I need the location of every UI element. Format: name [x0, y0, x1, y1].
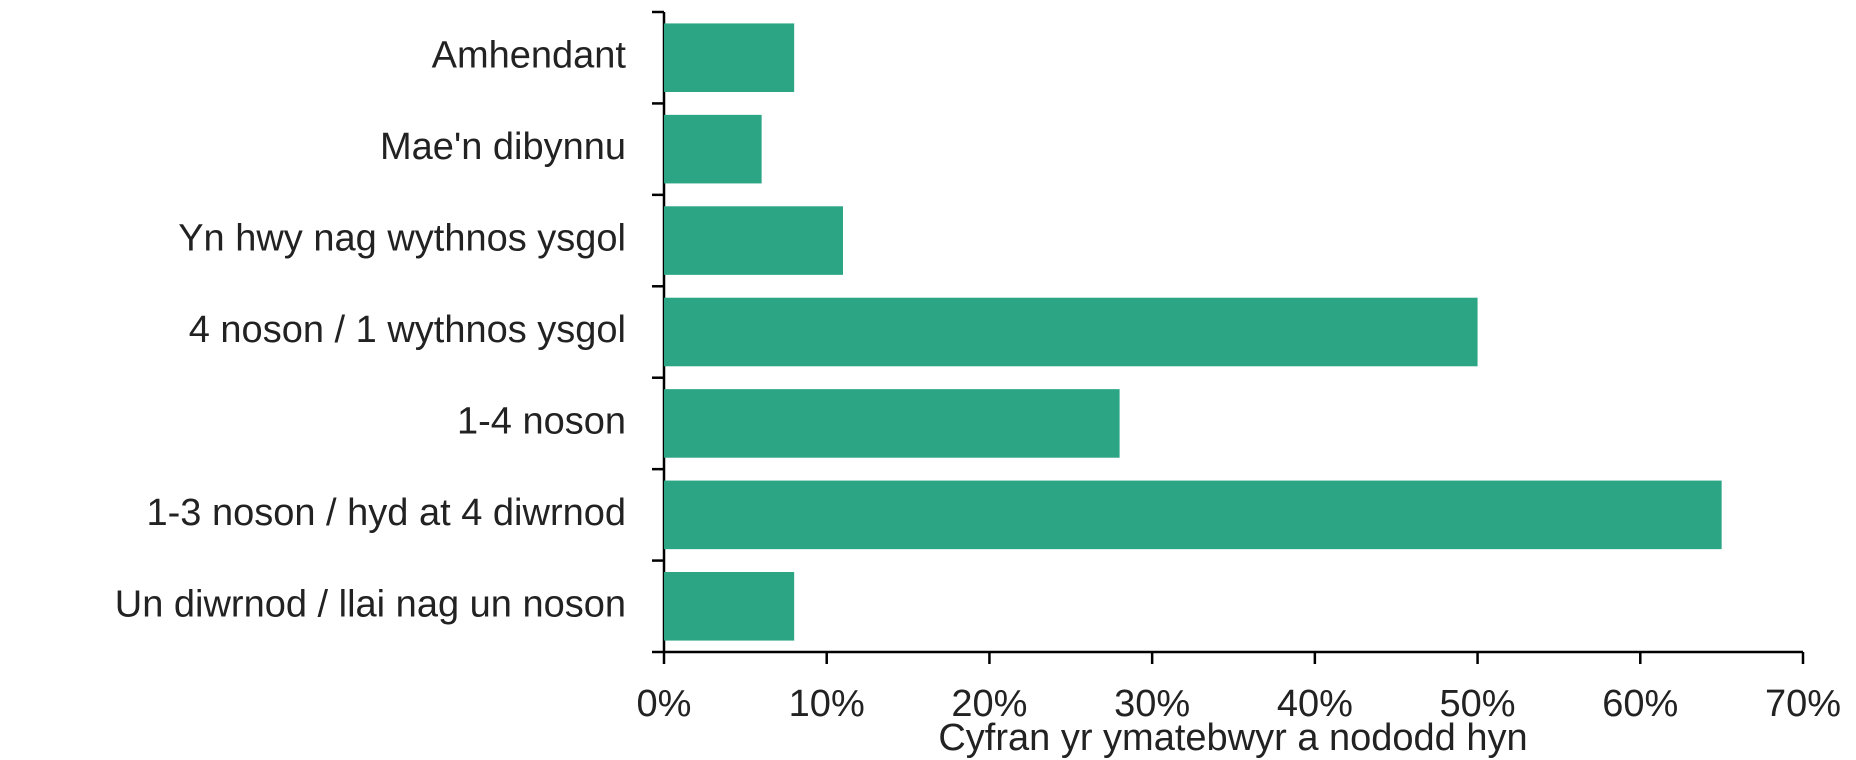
x-tick-label: 60% — [1602, 683, 1678, 725]
x-tick-label: 0% — [637, 683, 692, 725]
y-tick-label: 1-3 noson / hyd at 4 diwrnod — [146, 492, 626, 534]
bar — [664, 297, 1478, 367]
y-tick-label: Amhendant — [432, 35, 627, 77]
x-tick-label: 30% — [1114, 683, 1190, 725]
y-tick-label: 4 noson / 1 wythnos ysgol — [189, 309, 626, 351]
y-tick-label: Un diwrnod / llai nag un noson — [115, 583, 626, 625]
bar — [664, 389, 1120, 458]
x-tick-label: 20% — [951, 683, 1027, 725]
bar — [664, 23, 795, 92]
x-tick-label: 10% — [789, 683, 865, 725]
y-tick-label: Mae'n dibynnu — [380, 126, 626, 168]
x-axis-label: Cyfran yr ymatebwyr a nododd hyn — [938, 717, 1527, 759]
bar — [664, 572, 795, 641]
bar — [664, 480, 1722, 550]
y-tick-label: 1-4 noson — [457, 400, 626, 442]
x-tick-label: 50% — [1440, 683, 1516, 725]
bar — [664, 206, 843, 275]
y-tick-label: Yn hwy nag wythnos ysgol — [178, 218, 626, 260]
x-tick-label: 40% — [1277, 683, 1353, 725]
bar — [664, 114, 762, 184]
x-tick-label: 70% — [1765, 683, 1841, 725]
